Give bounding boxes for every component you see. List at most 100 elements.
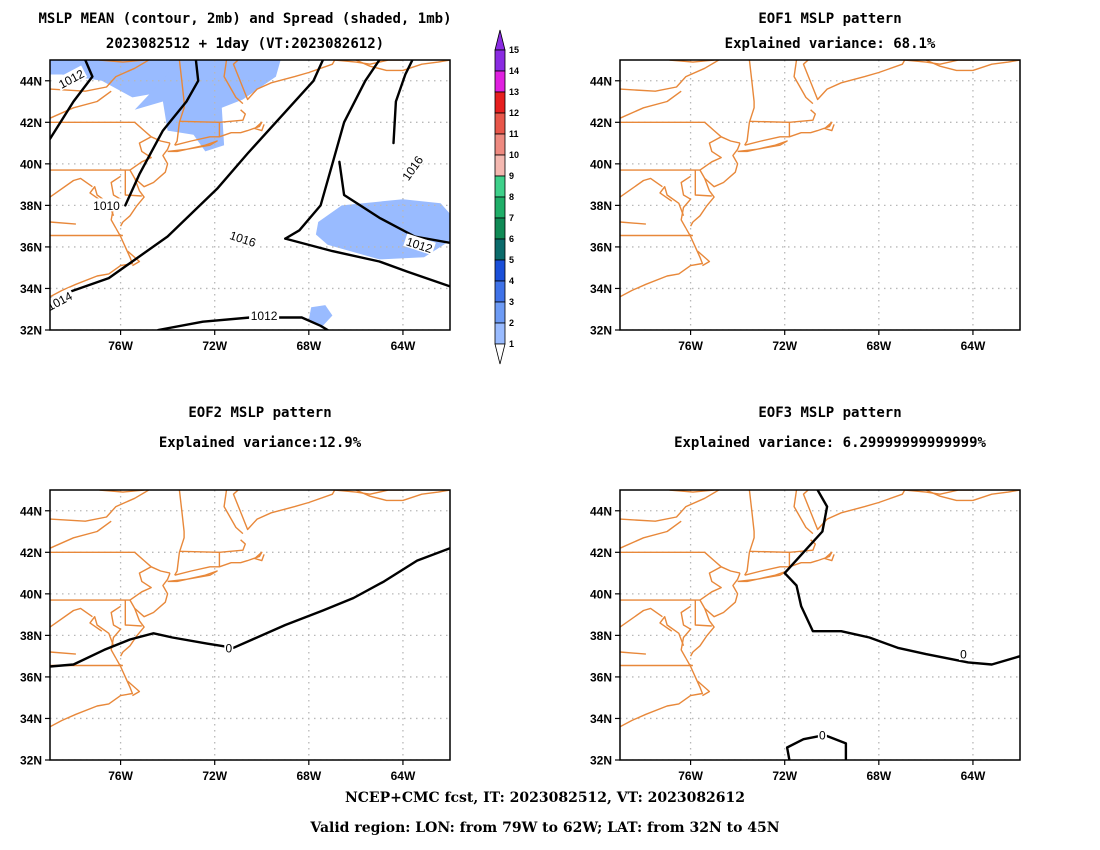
coastline bbox=[904, 490, 973, 495]
coastline bbox=[223, 490, 244, 535]
contour-line bbox=[785, 733, 848, 760]
coastline bbox=[694, 170, 712, 197]
colorbar-segment bbox=[494, 259, 506, 282]
coastline bbox=[744, 136, 790, 146]
coastline bbox=[355, 60, 450, 72]
coastline bbox=[127, 250, 141, 267]
coastline bbox=[749, 109, 816, 124]
coastline bbox=[50, 490, 150, 522]
coastline bbox=[697, 250, 711, 267]
coastline bbox=[50, 60, 150, 92]
coastline bbox=[680, 175, 692, 229]
coastline bbox=[334, 490, 403, 495]
coastline bbox=[129, 572, 171, 618]
coastline bbox=[620, 121, 741, 144]
coastline bbox=[129, 566, 152, 601]
footer-forecast-info: NCEP+CMC fcst, IT: 2023082512, VT: 20230… bbox=[345, 790, 745, 806]
coastline bbox=[802, 60, 906, 101]
plot-area bbox=[620, 60, 1020, 330]
y-tick-label: 42N bbox=[20, 546, 42, 560]
y-tick-label: 38N bbox=[20, 629, 42, 643]
contour-label: 1012 bbox=[249, 308, 280, 323]
colorbar-tick-label: 9 bbox=[509, 171, 514, 181]
coastline bbox=[620, 490, 720, 522]
coastline bbox=[788, 121, 835, 138]
colorbar-tick-label: 14 bbox=[509, 66, 519, 76]
coastline bbox=[119, 178, 145, 227]
colorbar-tick-label: 6 bbox=[509, 234, 514, 244]
contour-line bbox=[338, 160, 450, 245]
colorbar-tick-label: 2 bbox=[509, 318, 514, 328]
contour-label: 1010 bbox=[91, 198, 122, 213]
contour-line bbox=[284, 60, 381, 240]
contour-label-text: 0 bbox=[960, 648, 967, 662]
y-tick-label: 34N bbox=[20, 712, 42, 726]
coastline bbox=[620, 177, 663, 198]
coastline bbox=[50, 520, 112, 549]
x-tick-label: 68W bbox=[296, 339, 321, 353]
x-tick-label: 76W bbox=[678, 339, 703, 353]
coastline bbox=[737, 140, 788, 153]
panel-eof1: EOF1 MSLP pattern Explained variance: 68… bbox=[590, 11, 1021, 353]
x-tick-label: 68W bbox=[866, 769, 891, 783]
contour-line bbox=[50, 60, 94, 141]
x-tick-label: 64W bbox=[961, 339, 986, 353]
coastline bbox=[793, 490, 814, 535]
coastline bbox=[174, 566, 220, 576]
contour-label: 0 bbox=[959, 647, 968, 662]
coastline bbox=[50, 607, 93, 628]
contour-line bbox=[783, 490, 1020, 666]
coastline bbox=[744, 566, 790, 576]
y-tick-label: 34N bbox=[590, 712, 612, 726]
y-tick-label: 32N bbox=[590, 754, 612, 768]
x-tick-label: 72W bbox=[202, 339, 227, 353]
y-tick-label: 32N bbox=[20, 754, 42, 768]
contour-label-bg bbox=[403, 233, 436, 256]
coastline bbox=[127, 680, 141, 697]
y-tick-label: 44N bbox=[20, 74, 42, 88]
coastline bbox=[925, 60, 1020, 72]
x-tick-label: 64W bbox=[391, 339, 416, 353]
x-tick-label: 64W bbox=[961, 769, 986, 783]
coastline bbox=[699, 572, 741, 618]
x-tick-label: 76W bbox=[108, 769, 133, 783]
coastline bbox=[124, 170, 142, 197]
plot-frame bbox=[49, 489, 451, 761]
x-tick-label: 64W bbox=[391, 769, 416, 783]
y-tick-label: 44N bbox=[590, 504, 612, 518]
coastline bbox=[620, 657, 704, 728]
coastline bbox=[793, 60, 814, 105]
x-tick-label: 76W bbox=[678, 769, 703, 783]
contour-label-bg bbox=[54, 65, 88, 92]
colorbar-segment bbox=[494, 70, 506, 93]
panel2-title: EOF1 MSLP pattern bbox=[758, 11, 901, 27]
y-tick-label: 38N bbox=[590, 199, 612, 213]
coastline bbox=[620, 551, 741, 574]
colorbar-tick-label: 1 bbox=[509, 339, 514, 349]
coastline bbox=[129, 136, 152, 171]
coastline bbox=[680, 605, 692, 659]
coastline bbox=[694, 600, 712, 627]
plot-area: 00 bbox=[620, 490, 1020, 760]
y-tick-label: 38N bbox=[20, 199, 42, 213]
coastline bbox=[744, 490, 755, 576]
colorbar-tick-label: 5 bbox=[509, 255, 514, 265]
coastline bbox=[699, 136, 722, 171]
y-tick-label: 36N bbox=[20, 240, 42, 254]
y-tick-label: 44N bbox=[20, 504, 42, 518]
panel2-subtitle: Explained variance: 68.1% bbox=[725, 36, 936, 52]
coastline bbox=[620, 90, 682, 119]
coastline bbox=[179, 109, 247, 124]
colorbar-tick-label: 13 bbox=[509, 87, 519, 97]
coastline bbox=[174, 136, 220, 146]
panel-mslp-mean-spread: MSLP MEAN (contour, 2mb) and Spread (sha… bbox=[20, 11, 452, 353]
colorbar-tick-label: 12 bbox=[509, 108, 519, 118]
x-tick-label: 72W bbox=[772, 769, 797, 783]
contour-label-text: 1012 bbox=[251, 309, 278, 323]
coastline bbox=[620, 651, 646, 655]
panel3-title: EOF2 MSLP pattern bbox=[188, 405, 331, 421]
coastline bbox=[620, 520, 682, 549]
colorbar-bottom-arrow bbox=[494, 343, 506, 365]
contour-line bbox=[124, 60, 200, 207]
